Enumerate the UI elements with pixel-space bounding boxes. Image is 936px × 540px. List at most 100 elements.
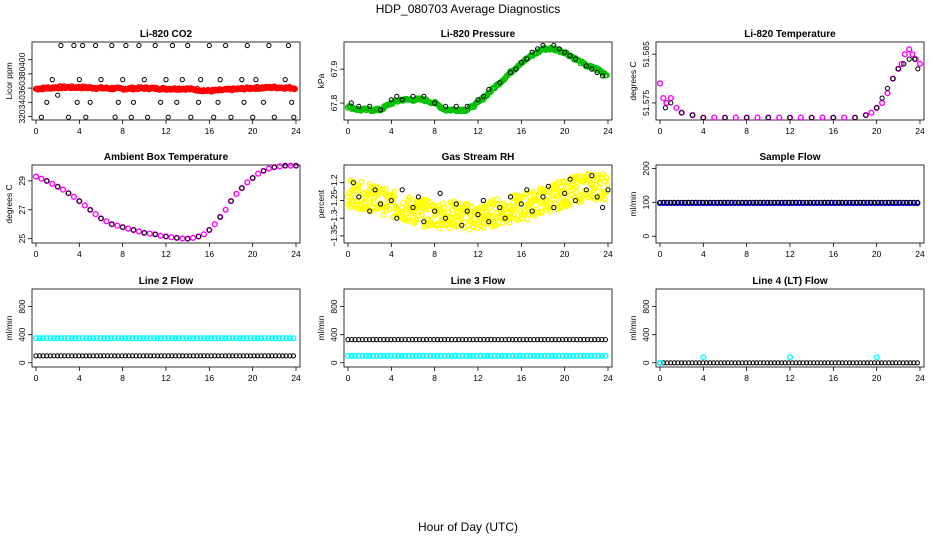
data-point bbox=[551, 42, 557, 49]
data-point bbox=[492, 201, 499, 208]
data-point bbox=[602, 337, 609, 343]
data-point bbox=[541, 352, 548, 359]
x-tick-label: 12 bbox=[785, 373, 795, 383]
x-tick-label: 4 bbox=[389, 249, 394, 259]
data-point bbox=[786, 354, 794, 361]
data-point bbox=[233, 190, 240, 198]
data-point bbox=[74, 99, 80, 105]
data-point bbox=[437, 352, 445, 359]
panel-title: Ambient Box Temperature bbox=[104, 152, 229, 163]
data-point bbox=[470, 337, 476, 343]
data-point bbox=[133, 353, 139, 359]
data-point bbox=[190, 234, 197, 242]
data-point bbox=[456, 337, 462, 343]
data-point bbox=[265, 353, 271, 359]
x-tick-label: 20 bbox=[560, 126, 570, 136]
data-point bbox=[595, 184, 602, 191]
x-tick-label: 20 bbox=[560, 373, 570, 383]
data-point bbox=[753, 199, 760, 205]
data-point bbox=[112, 114, 118, 120]
data-point bbox=[87, 99, 93, 105]
panel-title: Li-820 CO2 bbox=[140, 29, 193, 40]
data-point bbox=[372, 187, 378, 193]
data-point bbox=[68, 335, 75, 342]
data-point bbox=[215, 335, 222, 342]
data-point bbox=[97, 335, 104, 342]
data-point bbox=[62, 353, 68, 359]
data-point bbox=[272, 353, 279, 359]
data-point bbox=[481, 337, 487, 343]
data-point bbox=[90, 353, 96, 359]
data-point bbox=[552, 337, 558, 343]
data-point bbox=[82, 335, 90, 342]
data-point bbox=[115, 335, 122, 342]
data-point bbox=[155, 353, 161, 359]
y-axis-label: ml/min bbox=[316, 315, 326, 340]
data-point bbox=[595, 337, 601, 343]
data-point bbox=[879, 360, 885, 366]
data-point bbox=[129, 353, 136, 359]
data-point bbox=[255, 170, 262, 177]
data-point bbox=[700, 354, 707, 361]
data-point bbox=[832, 199, 838, 205]
data-point bbox=[707, 199, 713, 205]
data-point bbox=[111, 335, 118, 342]
data-point bbox=[506, 337, 512, 343]
data-point bbox=[250, 175, 256, 181]
data-point bbox=[598, 352, 605, 359]
data-point bbox=[279, 335, 286, 342]
data-point bbox=[605, 187, 611, 193]
data-point bbox=[152, 231, 158, 237]
y-axis-label: ml/min bbox=[628, 315, 638, 340]
data-point bbox=[244, 179, 251, 186]
data-point bbox=[186, 335, 193, 342]
data-point bbox=[871, 199, 878, 205]
data-point bbox=[662, 105, 669, 111]
data-point bbox=[583, 187, 589, 193]
data-point bbox=[413, 337, 419, 343]
data-point bbox=[889, 360, 896, 366]
data-point bbox=[168, 234, 175, 241]
data-point bbox=[588, 337, 594, 343]
data-point bbox=[911, 199, 917, 205]
data-point bbox=[523, 352, 530, 359]
data-point bbox=[671, 360, 677, 366]
data-point bbox=[725, 360, 731, 366]
data-point bbox=[387, 352, 395, 359]
x-tick-label: 0 bbox=[346, 373, 351, 383]
x-tick-label: 20 bbox=[248, 249, 258, 259]
data-point bbox=[185, 236, 191, 242]
x-tick-label: 0 bbox=[34, 126, 39, 136]
data-point bbox=[775, 199, 781, 205]
data-point bbox=[821, 360, 828, 366]
data-point bbox=[850, 199, 856, 205]
data-point bbox=[76, 353, 82, 359]
y-tick-label: 0 bbox=[641, 234, 651, 239]
data-point bbox=[104, 353, 111, 359]
data-point bbox=[98, 215, 104, 221]
data-point bbox=[491, 352, 498, 359]
data-point bbox=[682, 199, 688, 205]
x-tick-label: 8 bbox=[432, 126, 437, 136]
data-point bbox=[141, 77, 147, 83]
data-point bbox=[374, 337, 380, 343]
data-point bbox=[293, 163, 299, 169]
data-point bbox=[204, 335, 211, 342]
data-point bbox=[49, 180, 56, 187]
y-tick-label: 800 bbox=[329, 299, 339, 313]
data-point bbox=[282, 77, 288, 83]
data-point bbox=[247, 353, 254, 359]
data-point bbox=[140, 335, 147, 342]
data-point bbox=[183, 353, 189, 359]
data-point bbox=[115, 99, 121, 105]
data-point bbox=[700, 115, 706, 121]
data-point bbox=[878, 99, 886, 107]
data-point bbox=[59, 186, 67, 193]
series-avg bbox=[656, 46, 924, 121]
data-point bbox=[595, 352, 602, 359]
x-tick-label: 0 bbox=[658, 249, 663, 259]
data-point bbox=[868, 109, 875, 116]
data-point bbox=[861, 199, 867, 205]
data-point bbox=[839, 199, 845, 205]
y-tick-label: 100 bbox=[641, 195, 651, 209]
